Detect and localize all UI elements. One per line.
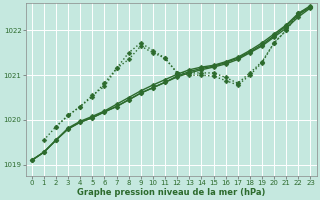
X-axis label: Graphe pression niveau de la mer (hPa): Graphe pression niveau de la mer (hPa) [77,188,265,197]
